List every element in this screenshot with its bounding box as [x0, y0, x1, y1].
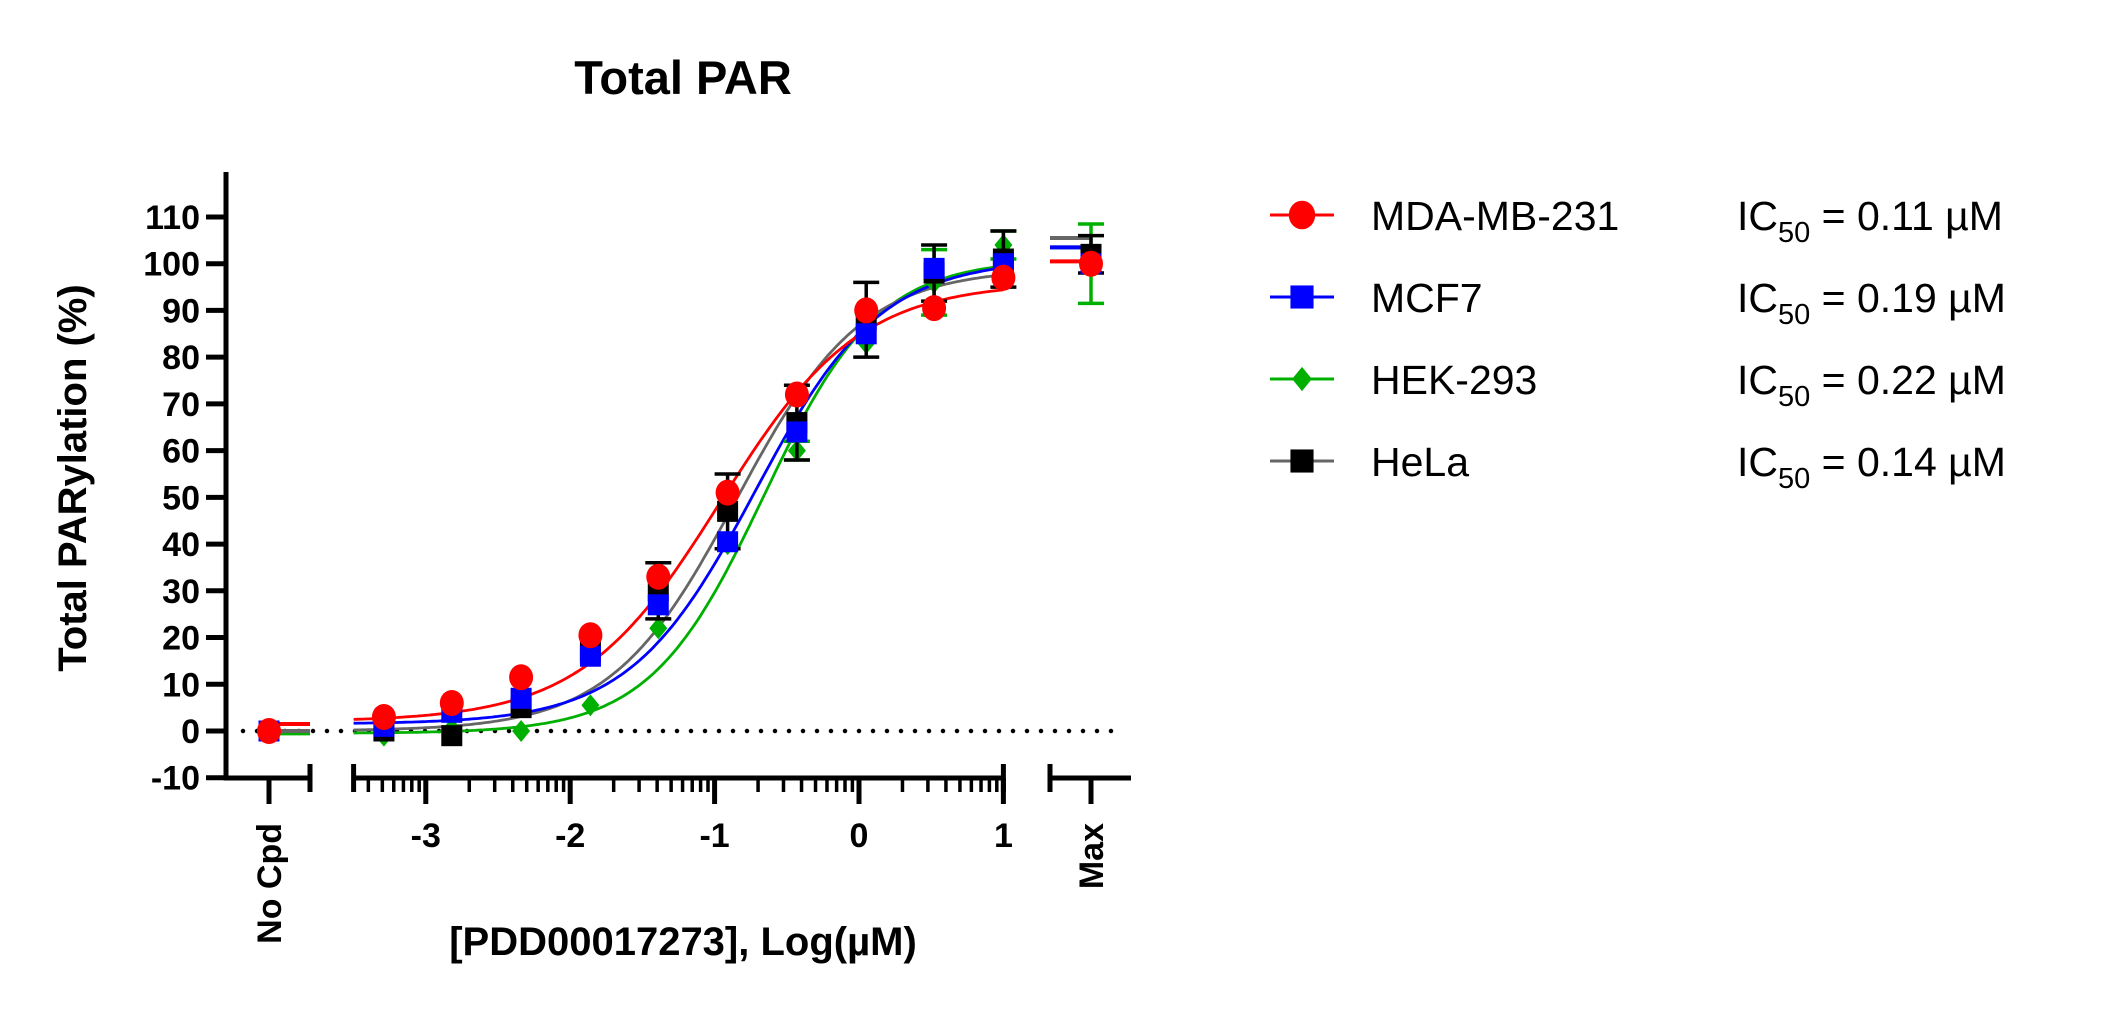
legend-ic50: IC50 = 0.19 µM	[1737, 275, 2006, 331]
data-point-square	[717, 500, 739, 522]
fit-curve-hek-293	[353, 264, 1004, 735]
data-point-diamond	[581, 694, 600, 717]
data-point-diamond	[512, 720, 531, 742]
data-point-diamond	[1292, 366, 1312, 392]
data-point-square	[717, 531, 739, 553]
legend-ic50: IC50 = 0.22 µM	[1737, 357, 2006, 413]
data-point-circle	[646, 563, 671, 590]
x-axis-label: [PDD00017273], Log(µM)	[449, 920, 917, 964]
data-point-square	[786, 421, 808, 443]
fit-curve-mda-mb-231	[353, 288, 1004, 721]
y-tick-label: 80	[162, 339, 200, 377]
data-point-circle	[578, 622, 603, 649]
fit-curve-mcf7	[353, 266, 1004, 725]
data-point-circle	[784, 381, 809, 408]
data-point-square	[923, 257, 945, 279]
series-hek-293	[260, 222, 1104, 747]
data-point-circle	[922, 295, 947, 322]
data-point-circle	[1288, 200, 1316, 230]
legend-label: MCF7	[1371, 275, 1483, 321]
x-tick-label: -2	[555, 817, 585, 855]
legend-item: HEK-293 IC50 = 0.22 µM	[1270, 357, 2006, 413]
legend-label: HEK-293	[1371, 357, 1537, 403]
y-tick-label: 30	[162, 573, 200, 611]
plot-area	[240, 222, 1123, 747]
data-point-circle	[715, 479, 740, 506]
legend-item: MCF7 IC50 = 0.19 µM	[1270, 275, 2006, 331]
y-tick-label: 50	[162, 479, 200, 517]
data-point-circle	[439, 689, 464, 716]
x-tick-label: 0	[850, 817, 869, 855]
legend-ic50: IC50 = 0.11 µM	[1737, 193, 2003, 249]
y-tick-label: 60	[162, 433, 200, 471]
data-point-square	[647, 594, 669, 616]
data-point-diamond	[649, 617, 668, 640]
data-point-square	[1290, 449, 1314, 473]
data-point-circle	[854, 297, 879, 324]
data-point-circle	[991, 264, 1016, 291]
series-hela	[258, 229, 1104, 747]
data-point-circle	[509, 664, 534, 691]
fit-curve-hela	[353, 273, 1004, 732]
y-tick-label: 90	[162, 292, 200, 330]
data-point-square	[441, 725, 463, 747]
y-tick-label: 70	[162, 386, 200, 424]
x-tick-label: -1	[699, 817, 729, 855]
data-point-square	[1290, 285, 1314, 309]
chart-title: Total PAR	[574, 51, 792, 104]
x-category-label-max: Max	[1073, 823, 1111, 889]
data-point-square	[510, 687, 532, 709]
legend-ic50: IC50 = 0.14 µM	[1737, 439, 2006, 495]
y-axis-label: Total PARylation (%)	[51, 284, 95, 671]
legend-label: HeLa	[1371, 439, 1469, 485]
y-tick-label: -10	[151, 760, 200, 798]
data-point-square	[579, 645, 601, 667]
series-mcf7	[258, 253, 1102, 742]
y-tick-label: 0	[181, 713, 200, 751]
x-tick-label: -3	[411, 817, 441, 855]
y-tick-label: 40	[162, 526, 200, 564]
y-tick-label: 100	[143, 246, 200, 284]
y-tick-label: 10	[162, 666, 200, 704]
x-tick-label: 1	[994, 817, 1013, 855]
data-point-circle	[1079, 250, 1103, 277]
data-point-square	[855, 323, 877, 345]
legend-label: MDA-MB-231	[1371, 193, 1619, 239]
data-point-circle	[371, 703, 396, 730]
legend: MDA-MB-231 IC50 = 0.11 µM MCF7 IC50 = 0.19 …	[1270, 193, 2006, 495]
legend-item: MDA-MB-231 IC50 = 0.11 µM	[1270, 193, 2003, 249]
y-tick-label: 110	[145, 199, 200, 237]
series-mda-mb-231	[257, 250, 1103, 744]
data-point-circle	[257, 718, 281, 744]
x-category-label-no-cpd: No Cpd	[251, 823, 289, 944]
y-tick-label: 20	[162, 620, 200, 658]
legend-item: HeLa IC50 = 0.14 µM	[1270, 439, 2006, 495]
